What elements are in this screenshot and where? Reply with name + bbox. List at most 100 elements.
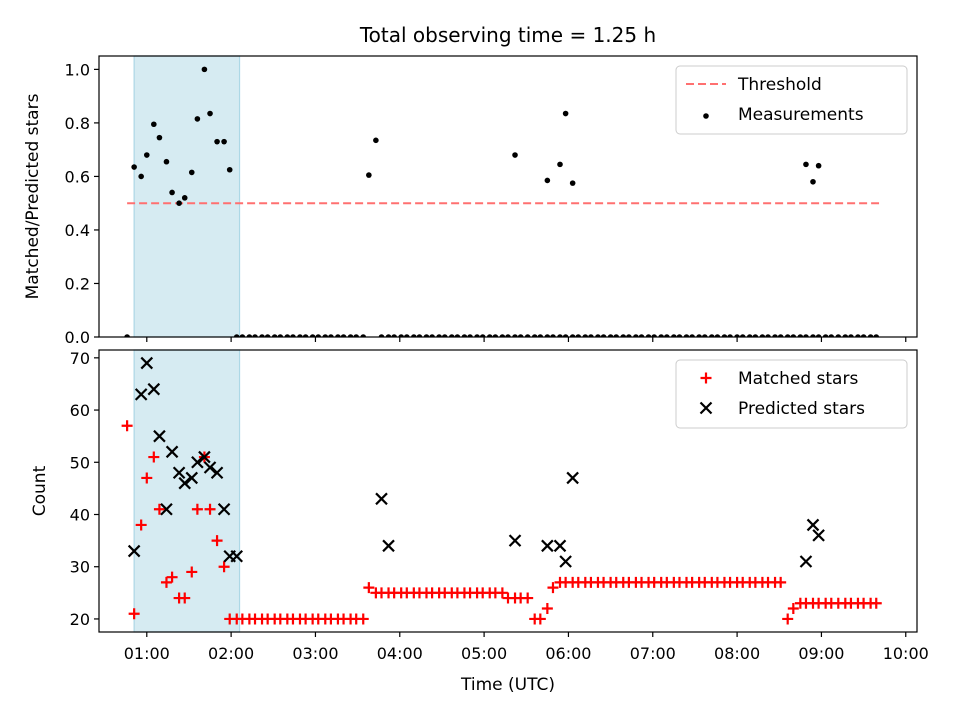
predicted-star-point xyxy=(185,471,199,485)
measurement-point xyxy=(271,334,278,337)
measurement-point xyxy=(309,334,316,337)
measurement-point xyxy=(207,110,213,117)
measurement-point xyxy=(848,334,854,337)
matched-star-point xyxy=(135,519,147,531)
measurement-point xyxy=(181,195,188,201)
measurement-point xyxy=(416,334,423,337)
x-tick-label: 03:00 xyxy=(292,644,338,663)
predicted-star-point xyxy=(566,471,579,485)
measurement-point xyxy=(360,334,367,337)
matched-star-point xyxy=(179,592,191,604)
legend-label: Predicted stars xyxy=(738,399,865,419)
measurement-point xyxy=(721,334,728,337)
measurement-point xyxy=(201,66,208,73)
predicted-star-point xyxy=(375,492,388,506)
measurement-point xyxy=(524,334,531,337)
measurement-point xyxy=(353,334,360,337)
legend-label: Measurements xyxy=(738,105,864,125)
measurement-point xyxy=(512,152,518,158)
legend: Threshold Measurements xyxy=(675,65,908,135)
matched-star-point xyxy=(128,608,140,620)
predicted-star-point xyxy=(153,429,166,443)
x-tick-label: 08:00 xyxy=(714,644,760,663)
predicted-star-point xyxy=(382,539,395,553)
measurement-point xyxy=(214,138,220,145)
measurement-point xyxy=(378,334,385,337)
measurement-point xyxy=(467,334,473,337)
measurement-point xyxy=(499,334,506,337)
measurement-point xyxy=(340,334,347,337)
matched-star-point xyxy=(141,472,153,484)
y-tick-label: 70 xyxy=(70,349,90,368)
legend-label: Matched stars xyxy=(738,369,858,389)
axes-frame xyxy=(98,55,918,338)
measurement-point xyxy=(797,334,804,337)
measurement-point xyxy=(163,158,170,165)
measurement-point xyxy=(441,334,448,337)
measurement-point xyxy=(607,334,614,337)
measurement-point xyxy=(156,134,163,141)
y-tick-label: 0.4 xyxy=(65,221,90,240)
y-axis-label: Count xyxy=(30,465,50,516)
measurement-point xyxy=(777,334,784,337)
measurement-point xyxy=(701,334,708,337)
measurement-point xyxy=(562,110,569,117)
matched-star-point xyxy=(186,566,198,578)
measurement-point xyxy=(544,334,551,337)
measurement-point xyxy=(486,334,493,337)
measurement-point xyxy=(613,334,620,337)
measurement-point xyxy=(151,121,157,128)
measurement-point xyxy=(423,334,430,337)
x-tick-label: 07:00 xyxy=(630,644,676,663)
measurement-point xyxy=(557,334,563,337)
measurement-point xyxy=(600,334,607,337)
measurement-point xyxy=(810,178,816,185)
matched-star-point xyxy=(787,603,799,614)
predicted-star-point xyxy=(134,388,148,401)
y-tick-label: 30 xyxy=(70,558,90,577)
predicted-star-point xyxy=(198,450,211,464)
measurement-point xyxy=(233,334,240,337)
axes-frame xyxy=(98,349,918,633)
y-tick-label: 60 xyxy=(70,401,90,420)
measurement-point xyxy=(347,334,354,337)
measurement-point xyxy=(239,334,246,337)
legend-measurement-swatch xyxy=(703,113,709,119)
measurement-point xyxy=(277,334,284,337)
y-tick-label: 20 xyxy=(70,610,90,629)
measurement-point xyxy=(252,334,258,337)
y-tick-label: 0.8 xyxy=(65,114,90,133)
matched-star-point xyxy=(496,587,508,599)
measurement-point xyxy=(651,334,657,337)
measurement-point xyxy=(638,334,645,337)
x-axis-label: Time (UTC) xyxy=(460,675,555,695)
predicted-star-point xyxy=(806,518,820,532)
matched-star-point xyxy=(166,571,178,583)
legend-matched-swatch xyxy=(700,372,712,384)
measurement-point xyxy=(315,334,322,337)
matched-star-point xyxy=(211,535,223,547)
measurement-point xyxy=(537,334,544,337)
matched-star-point xyxy=(534,613,546,625)
measurement-point xyxy=(873,334,880,337)
measurement-point xyxy=(822,334,829,337)
measurement-point xyxy=(176,200,182,206)
matched-star-point xyxy=(121,420,133,432)
matched-star-point xyxy=(148,451,160,463)
measurement-point xyxy=(391,334,397,337)
y-axis-label: Matched/Predicted stars xyxy=(23,93,43,299)
predicted-star-point xyxy=(217,503,231,516)
x-tick-label: 01:00 xyxy=(124,644,170,663)
measurement-point xyxy=(138,173,144,180)
measurement-point xyxy=(734,334,740,337)
measurement-point xyxy=(575,334,582,337)
predicted-star-point xyxy=(541,539,554,553)
predicted-star-point xyxy=(172,466,186,479)
measurement-point xyxy=(714,334,721,337)
measurement-point xyxy=(803,161,809,168)
measurement-point xyxy=(569,334,576,337)
measurement-point xyxy=(454,334,461,337)
measurement-point xyxy=(169,189,175,196)
predicted-star-point xyxy=(210,466,224,479)
matched-star-point xyxy=(541,603,553,614)
